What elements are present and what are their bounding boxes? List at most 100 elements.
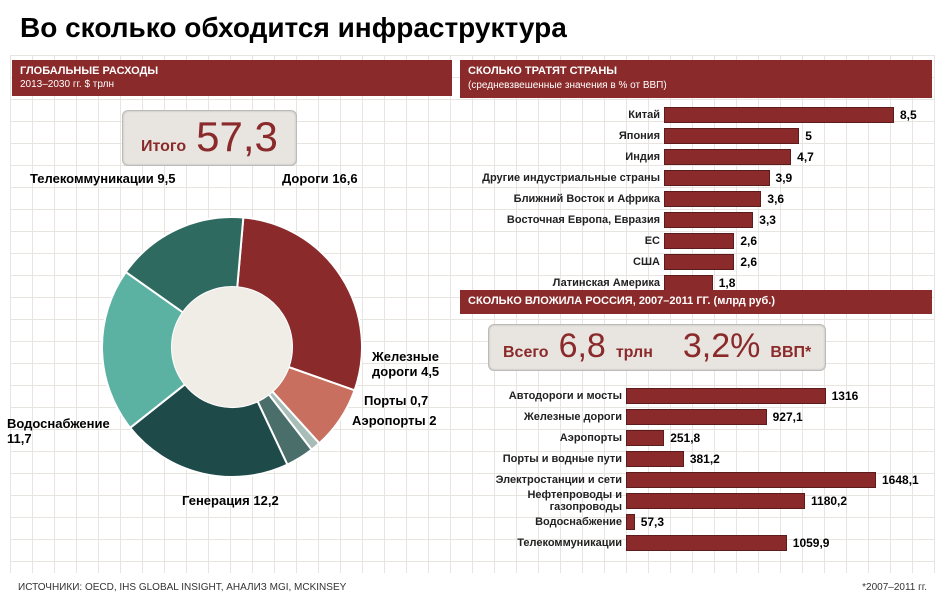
countries-header: СКОЛЬКО ТРАТЯТ СТРАНЫ (средневзвешенные … (460, 60, 932, 98)
bar-value: 3,9 (776, 170, 793, 186)
donut-label: Железныедороги 4,5 (372, 350, 439, 380)
bar-label: Латинская Америка (464, 277, 660, 289)
bar-row: Индия4,7 (464, 148, 922, 166)
bar-value: 3,3 (759, 212, 776, 228)
sources-text: ИСТОЧНИКИ: OECD, IHS GLOBAL INSIGHT, АНА… (18, 582, 346, 593)
bar-row: Порты и водные пути 381,2 (464, 450, 922, 468)
bar-area: 2,6 (664, 233, 922, 249)
bar-label: Железные дороги (464, 411, 622, 423)
bar-row: Япония 5 (464, 127, 922, 145)
global-spend-panel: ГЛОБАЛЬНЫЕ РАСХОДЫ 2013–2030 гг. $ трлн … (12, 60, 452, 562)
bar (664, 170, 770, 186)
countries-header-l2: (средневзвешенные значения в % от ВВП) (468, 80, 667, 91)
russia-box-v1: 6,8 (559, 327, 606, 366)
bar-label: Япония (464, 130, 660, 142)
bar-area: 1,8 (664, 275, 922, 291)
bar-value: 57,3 (641, 514, 664, 530)
bar-area: 8,5 (664, 107, 922, 123)
russia-chart: Автодороги и мосты 1316 Железные дороги 927… (460, 379, 932, 557)
bar-value: 381,2 (690, 451, 720, 467)
bar-label: Восточная Европа, Евразия (464, 214, 660, 226)
bar (626, 514, 635, 530)
donut-label: Водоснабжение11,7 (7, 417, 110, 447)
donut-label: Порты 0,7 (364, 394, 428, 409)
bar-label: США (464, 256, 660, 268)
bar-area: 3,9 (664, 170, 922, 186)
page-title: Во сколько обходится инфраструктура (20, 12, 567, 44)
bar-row: Водоснабжение 57,3 (464, 513, 922, 531)
bar-area: 251,8 (626, 430, 922, 446)
bar-value: 4,7 (797, 149, 814, 165)
bar-area: 927,1 (626, 409, 922, 425)
bar-label: Порты и водные пути (464, 453, 622, 465)
russia-box-u2: ВВП* (770, 344, 811, 362)
bar (626, 472, 876, 488)
bar-label: Аэропорты (464, 432, 622, 444)
bar-value: 1648,1 (882, 472, 919, 488)
bar-area: 4,7 (664, 149, 922, 165)
bar-row: Автодороги и мосты 1316 (464, 387, 922, 405)
bar-area: 3,6 (664, 191, 922, 207)
bar-label: ЕС (464, 235, 660, 247)
bar-label: Автодороги и мосты (464, 390, 622, 402)
donut-center (172, 287, 292, 407)
bar-label: Другие индустриальные страны (464, 172, 660, 184)
russia-total-box: Всего 6,8 трлн 3,2% ВВП* (488, 324, 826, 371)
bar-area: 57,3 (626, 514, 922, 530)
russia-box-l1: Всего (503, 344, 549, 362)
russia-header: СКОЛЬКО ВЛОЖИЛА РОССИЯ, 2007–2011 ГГ. (м… (460, 290, 932, 314)
bar-row: США2,6 (464, 253, 922, 271)
bar-row: Аэропорты 251,8 (464, 429, 922, 447)
bar (664, 212, 753, 228)
bar (626, 451, 684, 467)
bar-row: Ближний Восток и Африка3,6 (464, 190, 922, 208)
bar-row: Нефтепроводы и газопроводы1180,2 (464, 492, 922, 510)
bar (626, 388, 826, 404)
total-label: Итого (141, 138, 186, 156)
bar-value: 1059,9 (793, 535, 830, 551)
bar-value: 1180,2 (811, 493, 847, 509)
bar (626, 535, 787, 551)
bar-label: Водоснабжение (464, 516, 622, 528)
bar (626, 430, 664, 446)
bar (626, 493, 805, 509)
bar (664, 233, 734, 249)
donut-svg (97, 212, 367, 482)
global-header-line2: 2013–2030 гг. $ трлн (20, 79, 444, 92)
donut-label: Аэропорты 2 (352, 414, 437, 429)
bar (626, 409, 767, 425)
bar-row: ЕС 2,6 (464, 232, 922, 250)
donut-label: Дороги 16,6 (282, 172, 358, 187)
bar (664, 149, 791, 165)
countries-chart: Китай 8,5 Япония 5 Индия4,7 Другие индустриал… (460, 98, 932, 297)
bar-label: Китай (464, 109, 660, 121)
bar-value: 5 (805, 128, 812, 144)
bar (664, 107, 894, 123)
russia-box-v2: 3,2% (683, 327, 761, 366)
russia-header-text: СКОЛЬКО ВЛОЖИЛА РОССИЯ, 2007–2011 ГГ. (м… (468, 295, 775, 307)
bar-row: Телекоммуникации1059,9 (464, 534, 922, 552)
footnote-text: *2007–2011 гг. (862, 582, 927, 593)
bar-area: 1648,1 (626, 472, 922, 488)
countries-header-l1: СКОЛЬКО ТРАТЯТ СТРАНЫ (468, 65, 617, 77)
bar-value: 1316 (832, 388, 859, 404)
bar-row: Электростанции и сети 1648,1 (464, 471, 922, 489)
donut-label: Телекоммуникации 9,5 (30, 172, 175, 187)
bar-row: Китай 8,5 (464, 106, 922, 124)
russia-box-u1: трлн (616, 344, 653, 362)
bar-value: 251,8 (670, 430, 700, 446)
bar-area: 1059,9 (626, 535, 922, 551)
total-value: 57,3 (196, 113, 278, 161)
bar-area: 381,2 (626, 451, 922, 467)
bar-label: Электростанции и сети (464, 474, 622, 486)
donut-chart: Дороги 16,6 Железныедороги 4,5 Порты 0,7 Аэ… (12, 172, 452, 562)
bar-area: 5 (664, 128, 922, 144)
bar (664, 191, 761, 207)
donut-label: Генерация 12,2 (182, 494, 279, 509)
bar-value: 3,6 (767, 191, 784, 207)
bar-row: Латинская Америка 1,8 (464, 274, 922, 292)
bar-row: Другие индустриальные страны 3,9 (464, 169, 922, 187)
bar-area: 3,3 (664, 212, 922, 228)
total-box: Итого 57,3 (122, 110, 297, 166)
countries-panel: СКОЛЬКО ТРАТЯТ СТРАНЫ (средневзвешенные … (460, 60, 932, 297)
